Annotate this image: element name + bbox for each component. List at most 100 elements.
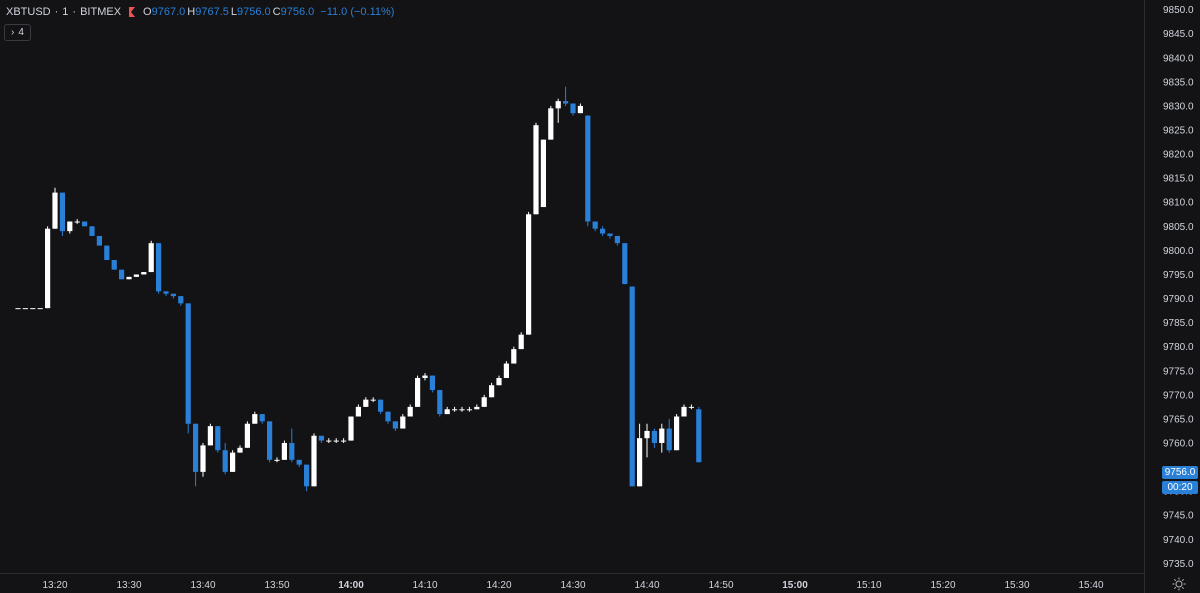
candle xyxy=(259,414,265,424)
high-label: H xyxy=(187,6,196,18)
candle xyxy=(555,98,561,123)
price-tick-label: 9775.0 xyxy=(1163,366,1194,377)
low-value: 9756.0 xyxy=(237,6,271,18)
close-value: 9756.0 xyxy=(280,6,315,18)
candle-body xyxy=(466,409,472,411)
candle xyxy=(644,423,650,458)
candle xyxy=(52,187,58,229)
candle-body xyxy=(82,221,88,227)
candle xyxy=(526,211,532,335)
time-tick-label: 15:00 xyxy=(782,580,808,591)
low-label: L xyxy=(230,6,237,18)
candle xyxy=(156,243,162,294)
candle xyxy=(341,438,347,443)
candle-body xyxy=(244,423,250,448)
candle xyxy=(600,226,606,236)
candle xyxy=(96,235,102,246)
candle-body xyxy=(355,406,361,417)
candle-body xyxy=(607,233,613,236)
price-tick-label: 9845.0 xyxy=(1163,29,1194,40)
candle xyxy=(400,414,406,429)
close-label: C xyxy=(272,6,281,18)
candle-body xyxy=(659,428,665,443)
gear-icon[interactable] xyxy=(1172,577,1186,591)
candle-body xyxy=(400,416,406,429)
candle xyxy=(444,406,450,415)
price-tick-label: 9780.0 xyxy=(1163,342,1194,353)
candle-body xyxy=(489,385,495,398)
price-tick-label: 9805.0 xyxy=(1163,222,1194,233)
time-axis[interactable]: 13:20 13:30 13:40 13:50 14:00 14:10 14:20 14:30… xyxy=(42,580,1103,591)
legend-separator: · xyxy=(72,6,77,18)
open-value: 9767.0 xyxy=(151,6,186,18)
candle-body xyxy=(429,375,435,391)
candle-body xyxy=(348,416,354,441)
candle-body xyxy=(296,459,302,465)
candle xyxy=(585,115,591,227)
candle-body xyxy=(577,105,583,114)
candle xyxy=(540,139,546,208)
candle xyxy=(104,245,110,261)
chart-legend: XBTUSD · 1 · BITMEX O 9767.0 H 9767.5 L 975… xyxy=(6,4,394,20)
candle-body xyxy=(422,375,428,378)
candle-body xyxy=(15,308,21,310)
candle xyxy=(355,404,361,417)
price-tick-label: 9800.0 xyxy=(1163,246,1194,257)
candle xyxy=(363,397,369,407)
candle-body xyxy=(503,363,509,378)
price-tick-label: 9830.0 xyxy=(1163,101,1194,112)
candle xyxy=(348,416,354,441)
open-label: O xyxy=(143,6,152,18)
candle-body xyxy=(444,409,450,415)
candle-body xyxy=(341,440,347,442)
candle xyxy=(318,435,324,443)
price-tick-label: 9770.0 xyxy=(1163,390,1194,401)
candle xyxy=(385,411,391,424)
candle-body xyxy=(104,245,110,261)
time-tick-label: 13:50 xyxy=(264,580,289,591)
candle-body xyxy=(207,426,213,446)
candle-body xyxy=(185,303,191,424)
candle xyxy=(304,464,310,492)
candle xyxy=(651,428,657,448)
candle-body xyxy=(637,438,643,487)
candle-body xyxy=(592,221,598,229)
candle xyxy=(37,308,43,310)
candle xyxy=(141,272,147,275)
candle xyxy=(296,459,302,468)
candle xyxy=(503,361,509,378)
time-tick-label: 14:30 xyxy=(560,580,585,591)
time-tick-label: 15:20 xyxy=(930,580,955,591)
candle-body xyxy=(459,409,465,411)
candle-body xyxy=(481,397,487,407)
candle xyxy=(30,308,36,310)
candle-body xyxy=(540,139,546,208)
candle-body xyxy=(259,414,265,422)
candle-body xyxy=(281,442,287,460)
candle-body xyxy=(474,406,480,410)
candle xyxy=(570,103,576,116)
candle xyxy=(637,423,643,487)
candle-body xyxy=(452,409,458,411)
candle xyxy=(681,404,687,417)
bar-countdown-label: 00:20 xyxy=(1162,481,1198,494)
candle-body xyxy=(111,260,117,270)
candle xyxy=(82,221,88,227)
time-tick-label: 15:40 xyxy=(1078,580,1103,591)
interval-label[interactable]: 1 xyxy=(62,6,69,18)
symbol-name[interactable]: XBTUSD xyxy=(6,6,51,18)
candle xyxy=(563,86,569,106)
candle xyxy=(511,346,517,364)
candle-body xyxy=(156,243,162,292)
candle-body xyxy=(378,399,384,412)
flag-icon[interactable] xyxy=(129,7,136,17)
candle-body xyxy=(30,308,36,310)
price-tick-label: 9820.0 xyxy=(1163,150,1194,161)
candle xyxy=(74,219,80,224)
indicators-toggle-button[interactable]: › 4 xyxy=(4,24,31,41)
candle-body xyxy=(148,243,154,273)
candle-body xyxy=(52,192,58,229)
time-tick-label: 13:40 xyxy=(190,580,215,591)
candle-body xyxy=(289,442,295,460)
